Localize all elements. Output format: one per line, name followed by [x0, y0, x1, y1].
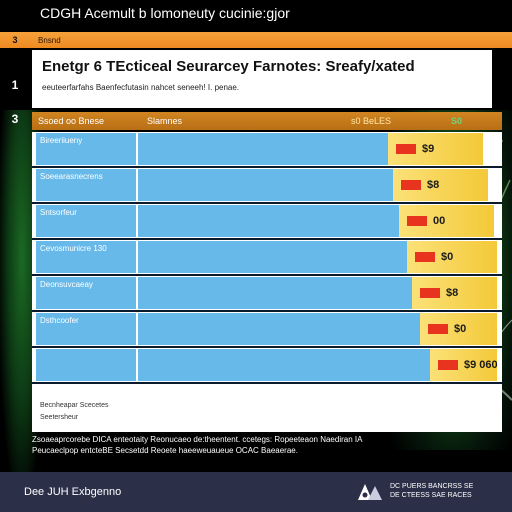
- row-divider: [32, 382, 502, 384]
- row-divider: [32, 166, 502, 168]
- caption: Zsoaeaprcorebe DICA enteotaity Reonucaeo…: [32, 434, 502, 456]
- page-subtitle: eeuteerfarfahs Baenfecfutasin nahcet sen…: [42, 83, 240, 92]
- row-value: $8: [446, 287, 459, 299]
- row-value-cell: $8: [393, 169, 488, 201]
- footer-right-line-1: DC PUERS BANCRSS SE: [390, 483, 474, 490]
- table-footnote-2: Seetersheur: [40, 414, 79, 421]
- row-value-cell: $0: [420, 313, 497, 345]
- row-divider: [32, 274, 502, 276]
- row-value: $0: [441, 251, 454, 263]
- tab-label[interactable]: Bnsnd: [38, 35, 61, 45]
- row-value: $8: [427, 179, 440, 191]
- table-row[interactable]: Deonsuvcaeay $8: [32, 276, 497, 310]
- footer-bar: Dee JUH Exbgenno DC PUERS BANCRSS SE DE …: [0, 472, 512, 512]
- page-title: Enetgr 6 TEcticeal Seurarcey Farnotes: S…: [42, 58, 415, 75]
- brand-logo-icon: [358, 484, 382, 500]
- row-value-cell: $0: [407, 241, 497, 273]
- column-header-name[interactable]: Ssoed oo Bnese: [38, 116, 105, 126]
- value-swatch-icon: [415, 252, 435, 262]
- header-panel: Enetgr 6 TEcticeal Seurarcey Farnotes: S…: [32, 50, 492, 108]
- row-bar: [138, 133, 388, 165]
- value-swatch-icon: [407, 216, 427, 226]
- caption-line-2: Peucaeclpop entcteBE Secsetdd Reoete hae…: [32, 446, 298, 455]
- row-value: $9 060: [464, 359, 498, 371]
- value-swatch-icon: [420, 288, 440, 298]
- table-row[interactable]: Bireeriiueny $9: [32, 132, 497, 166]
- table-row[interactable]: Cevosmunicre 130 $0: [32, 240, 497, 274]
- row-label: Sntsorfeur: [36, 205, 136, 237]
- row-number-2: 3: [11, 112, 19, 126]
- row-label: [36, 349, 136, 381]
- table-row[interactable]: Dsthcoofer $0: [32, 312, 497, 346]
- row-value-cell: $8: [412, 277, 497, 309]
- window-title: CDGH Acemult b lomoneuty cucinie:gjor: [0, 0, 512, 30]
- footer-right-text: DC PUERS BANCRSS SE DE CTEESS SAE RACES: [390, 482, 473, 500]
- column-header-extra[interactable]: S0: [450, 116, 462, 126]
- tab-number: 3: [12, 35, 18, 45]
- tab-bar[interactable]: 3 Bnsnd: [0, 32, 512, 48]
- row-value: $0: [454, 323, 467, 335]
- table-header: Ssoed oo Bnese Slamnes s0 BeLES S0: [32, 112, 502, 130]
- row-number-1: 1: [11, 78, 19, 92]
- table-row[interactable]: Sntsorfeur 00: [32, 204, 497, 238]
- table-footnote-1: Becnheapar Scecetes: [40, 402, 109, 409]
- row-label: Dsthcoofer: [36, 313, 136, 345]
- row-bar: [138, 241, 407, 273]
- row-value-cell: $9 060: [430, 349, 498, 381]
- row-bar: [138, 313, 420, 345]
- row-label: Soeearasnecrens: [36, 169, 136, 201]
- row-value: $9: [422, 143, 435, 155]
- value-swatch-icon: [396, 144, 416, 154]
- row-bar: [138, 349, 430, 381]
- row-divider: [32, 202, 502, 204]
- footer-left-text: Dee JUH Exbgenno: [24, 486, 122, 498]
- value-swatch-icon: [438, 360, 458, 370]
- row-divider: [32, 238, 502, 240]
- column-header-bar[interactable]: Slamnes: [147, 116, 183, 126]
- value-swatch-icon: [428, 324, 448, 334]
- data-table: Ssoed oo Bnese Slamnes s0 BeLES S0 Becnh…: [32, 112, 502, 432]
- row-bar: [138, 277, 412, 309]
- table-row[interactable]: Soeearasnecrens $8: [32, 168, 497, 202]
- row-value-cell: 00: [399, 205, 494, 237]
- row-label: Deonsuvcaeay: [36, 277, 136, 309]
- row-divider: [32, 310, 502, 312]
- row-label: Bireeriiueny: [36, 133, 136, 165]
- value-swatch-icon: [401, 180, 421, 190]
- row-value-cell: $9: [388, 133, 483, 165]
- row-value: 00: [433, 215, 446, 227]
- caption-line-1: Zsoaeaprcorebe DICA enteotaity Reonucaeo…: [32, 435, 363, 444]
- table-row[interactable]: $9 060: [32, 348, 498, 382]
- row-divider: [32, 346, 502, 348]
- column-header-value[interactable]: s0 BeLES: [350, 116, 391, 126]
- row-bar: [138, 169, 393, 201]
- footer-right-line-2: DE CTEESS SAE RACES: [390, 492, 472, 499]
- row-label: Cevosmunicre 130: [36, 241, 136, 273]
- row-bar: [138, 205, 399, 237]
- table-body: Becnheapar Scecetes Seetersheur Bireerii…: [32, 132, 502, 432]
